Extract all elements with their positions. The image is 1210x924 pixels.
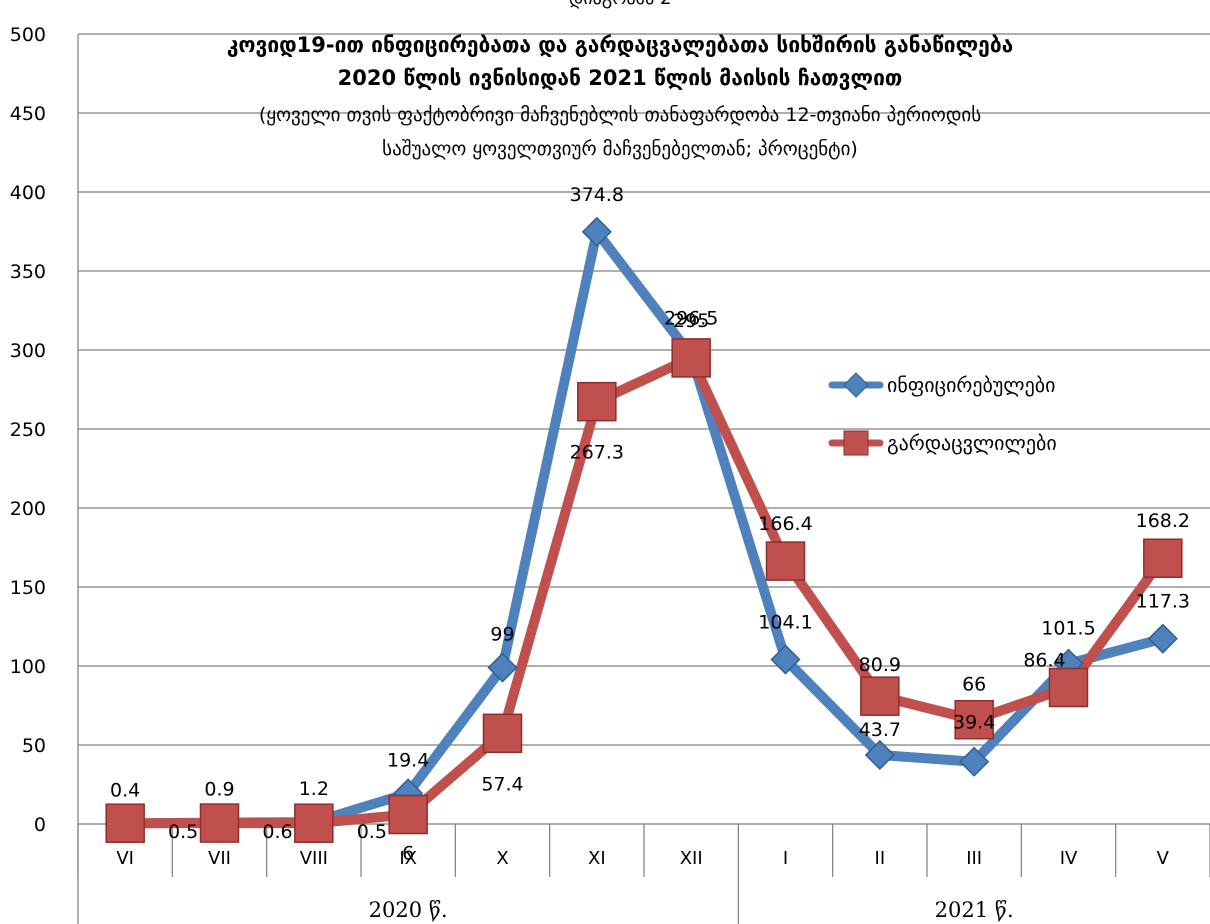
x-tick-IX: IX: [399, 848, 417, 869]
chart-subtitle-line-2: საშუალო ყოველთვიურ მაჩვენებელთან; პროცენ…: [382, 138, 858, 160]
series-1-point-XI: [577, 381, 617, 422]
chart-subtitle-line-1: (ყოველი თვის ფაქტობრივი მაჩვენებლის თანა…: [259, 104, 981, 126]
data-label-0-VI: 0.4: [110, 779, 140, 801]
x-tick-XII: XII: [680, 848, 703, 869]
chart-grid: [77, 33, 1210, 924]
legend-label-deaths: გარდაცვლილები: [887, 431, 1057, 455]
series-0-point-V: [1147, 623, 1178, 654]
series-line-0: [120, 226, 1168, 829]
x-tick-I: I: [783, 848, 788, 869]
series-0-point-XI: [581, 216, 612, 247]
series-0-point-I: [770, 644, 801, 675]
data-label-0-V: 117.3: [1136, 591, 1190, 613]
y-tick-200: 200: [10, 498, 46, 520]
y-tick-450: 450: [10, 103, 46, 125]
series-0-point-III: [959, 746, 990, 777]
legend-marker-deaths: [843, 430, 869, 456]
data-label-1-IX: 6: [402, 843, 414, 865]
series-layer: [105, 216, 1183, 843]
series-1-point-VIII: [294, 803, 334, 843]
x-tick-V: V: [1157, 848, 1170, 869]
y-tick-500: 500: [10, 24, 46, 46]
data-label-1-V: 168.2: [1136, 510, 1190, 532]
y-tick-0: 0: [34, 814, 46, 836]
series-1-point-XII: [671, 338, 711, 378]
year-label-0: 2020 წ.: [369, 898, 448, 922]
data-label-1-VII: 0.6: [262, 821, 292, 843]
y-tick-400: 400: [10, 182, 46, 204]
series-1-point-X: [482, 713, 523, 754]
y-tick-350: 350: [10, 261, 46, 283]
data-label-1-X: 57.4: [481, 773, 523, 795]
series-1-point-IX: [388, 794, 428, 835]
data-label-0-XI: 374.8: [570, 184, 624, 206]
y-tick-150: 150: [10, 577, 46, 599]
data-label-0-VIII: 1.2: [299, 778, 329, 800]
x-tick-IV: IV: [1060, 848, 1078, 869]
y-tick-100: 100: [10, 656, 46, 678]
x-tick-VIII: VIII: [300, 848, 328, 869]
data-label-1-XI: 267.3: [570, 442, 624, 464]
data-label-1-VI: 0.5: [168, 821, 198, 843]
data-labels-layer: 0.4 0.9 1.2 19.4 99 374.8 296.5 104.1 43.7 39.4 10…: [110, 184, 1190, 865]
legend-marker-infected: [843, 372, 869, 398]
data-label-1-I: 166.4: [758, 513, 812, 535]
series-0-point-X: [487, 652, 518, 683]
data-label-0-III: 39.4: [953, 712, 995, 734]
series-line-1: [120, 352, 1168, 829]
header-text: დიაგრამა 2: [569, 0, 672, 9]
y-tick-250: 250: [10, 419, 46, 441]
chart-title-line-2: 2020 წლის ივნისიდან 2021 წლის მაისის ჩათ…: [338, 66, 903, 90]
chart-title-line-1: კოვიდ19-ით ინფიცირებათა და გარდაცვალებათ…: [227, 33, 1014, 57]
data-label-1-II: 80.9: [859, 654, 901, 676]
data-label-0-XII: 296.5: [664, 308, 718, 330]
data-label-0-VII: 0.9: [204, 779, 234, 801]
series-1-point-I: [765, 541, 806, 581]
data-label-1-VIII: 0.5: [357, 821, 387, 843]
x-tick-II: II: [875, 848, 886, 869]
x-tick-III: III: [966, 848, 982, 869]
y-axis-ticks: 0 50 100 150 200 250 300 350 400 450 500: [10, 24, 46, 836]
data-label-0-I: 104.1: [758, 612, 812, 634]
y-tick-300: 300: [10, 340, 46, 362]
series-1-point-II: [860, 676, 900, 716]
data-label-0-IV: 101.5: [1041, 618, 1095, 640]
series-1-point-VI: [105, 803, 145, 843]
series-1-point-III: [954, 699, 994, 740]
x-tick-X: X: [496, 848, 508, 869]
data-label-0-X: 99: [490, 624, 514, 646]
x-tick-VII: VII: [208, 848, 231, 869]
data-label-1-IV: 86.4: [1023, 649, 1065, 671]
year-label-1: 2021 წ.: [935, 898, 1014, 922]
series-1-point-VII: [199, 803, 240, 843]
series-1-point-IV: [1048, 667, 1089, 708]
data-label-1-XII: 295: [673, 310, 709, 332]
series-1-point-V: [1143, 538, 1183, 578]
data-label-1-III: 66: [962, 674, 986, 696]
data-label-0-II: 43.7: [859, 719, 901, 741]
series-0-point-II: [864, 739, 895, 771]
x-tick-VI: VI: [116, 848, 134, 869]
data-label-0-IX: 19.4: [387, 749, 429, 771]
legend: ინფიცირებულები გარდაცვლილები: [828, 372, 1057, 456]
legend-label-infected: ინფიცირებულები: [887, 373, 1055, 397]
y-tick-50: 50: [22, 735, 46, 757]
x-tick-XI: XI: [588, 848, 606, 869]
